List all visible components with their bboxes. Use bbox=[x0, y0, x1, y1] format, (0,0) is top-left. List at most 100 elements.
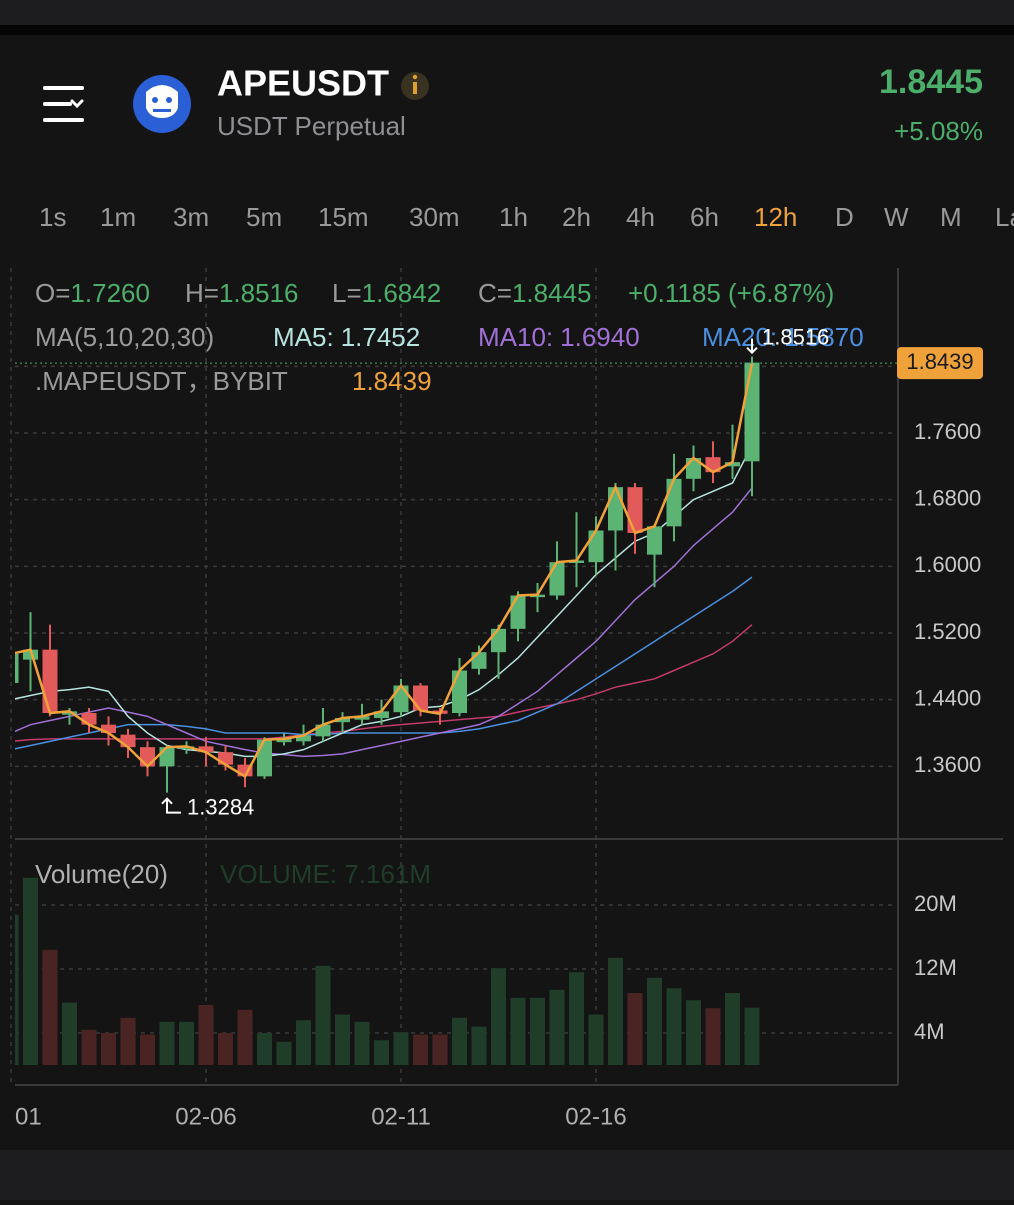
ma-name: MA20: bbox=[702, 322, 777, 352]
symbol: APEUSDT bbox=[217, 63, 389, 104]
volume-title: Volume(20) bbox=[35, 859, 168, 889]
candle-body bbox=[725, 462, 740, 467]
volume-bar bbox=[296, 1020, 311, 1065]
candle-body bbox=[608, 487, 623, 531]
ma-value: 1.5870 bbox=[784, 322, 864, 352]
volume-bar bbox=[686, 1000, 701, 1065]
ohlc-item: O=1.7260 bbox=[35, 278, 150, 308]
coin-avatar bbox=[133, 75, 191, 133]
volume-bar bbox=[354, 1021, 370, 1065]
timeframe-tab[interactable]: 12h bbox=[754, 202, 797, 232]
volume-bar bbox=[588, 1014, 604, 1065]
ma-legend: MA5: 1.7452 bbox=[273, 322, 420, 352]
menu-button[interactable] bbox=[43, 86, 84, 122]
candle-body bbox=[549, 562, 565, 596]
x-tick-label: 02-16 bbox=[565, 1103, 626, 1130]
candle-body bbox=[354, 716, 370, 720]
index-name: .MAPEUSDT，BYBIT bbox=[35, 366, 288, 396]
bottom-bar bbox=[0, 1150, 1014, 1200]
plot bbox=[15, 356, 898, 1065]
volume-bar bbox=[276, 1041, 292, 1065]
volume-bar bbox=[23, 877, 38, 1065]
candle-body bbox=[140, 747, 155, 767]
volume-bar bbox=[744, 1007, 760, 1065]
volume-bar bbox=[237, 1009, 253, 1065]
timeframe-tab[interactable]: M bbox=[940, 202, 962, 232]
candle-body bbox=[413, 685, 428, 711]
info-icon[interactable] bbox=[401, 72, 429, 100]
y-tick-label: 1.5200 bbox=[914, 619, 981, 644]
volume-value: VOLUME: 7.161M bbox=[220, 859, 431, 889]
volume-bar bbox=[666, 988, 682, 1065]
candle-body bbox=[42, 649, 58, 713]
ma-legend: MA20: 1.5870 bbox=[702, 322, 864, 352]
timeframe-tab[interactable]: 30m bbox=[409, 202, 460, 232]
high-marker: 1.8516 bbox=[762, 324, 829, 349]
timeframe-tab[interactable]: 4h bbox=[626, 202, 655, 232]
timeframe-tab[interactable]: 3m bbox=[173, 202, 209, 232]
y-tick-label: 1.6800 bbox=[914, 485, 981, 510]
ohlc-value: 1.6842 bbox=[362, 278, 442, 308]
ma-value: 1.6940 bbox=[560, 322, 640, 352]
x-tick-label: 02-11 bbox=[371, 1103, 431, 1130]
x-tick-label: 02-06 bbox=[175, 1103, 236, 1130]
y-tick-label: 1.7600 bbox=[914, 419, 981, 444]
candle-body bbox=[218, 752, 233, 765]
status-bar bbox=[0, 0, 1014, 25]
volume-bar bbox=[705, 1008, 721, 1065]
volume-bar bbox=[491, 968, 506, 1065]
volume-bar bbox=[257, 1033, 272, 1065]
volume-bar bbox=[627, 993, 643, 1065]
timeframe-tab[interactable]: 15m bbox=[318, 202, 369, 232]
timeframe-tab[interactable]: 1h bbox=[499, 202, 528, 232]
volume-bar bbox=[413, 1034, 428, 1065]
x-tick-label: 01 bbox=[15, 1103, 42, 1130]
y-tick-label: 1.6000 bbox=[914, 552, 981, 577]
last-price: 1.8445 bbox=[879, 63, 983, 101]
contract-type: USDT Perpetual bbox=[217, 111, 406, 141]
volume-bar bbox=[315, 965, 331, 1065]
ohlc-value: 1.7260 bbox=[70, 278, 150, 308]
volume-bar bbox=[42, 949, 58, 1065]
volume-tick-label: 20M bbox=[914, 891, 957, 916]
ohlc-value: 1.8516 bbox=[219, 278, 299, 308]
candle-body bbox=[744, 362, 760, 462]
candle-body bbox=[491, 628, 506, 653]
candle-body bbox=[198, 746, 214, 753]
timeframe-bar: 1s 1m 3m 5m 15m 30m 1h 2h 4h 6h 12h DW M La bbox=[39, 202, 1014, 232]
volume-bar bbox=[198, 1005, 214, 1065]
candle-body bbox=[276, 738, 292, 743]
candle-body bbox=[627, 487, 643, 533]
timeframe-tab[interactable]: 1s bbox=[39, 202, 66, 232]
candle-body bbox=[237, 764, 253, 777]
volume-bar bbox=[452, 1017, 467, 1065]
timeframe-tab[interactable]: La bbox=[995, 202, 1014, 232]
timeframe-tab[interactable]: D bbox=[835, 202, 854, 232]
timeframe-tab[interactable]: 2h bbox=[562, 202, 591, 232]
volume-tick-label: 12M bbox=[914, 955, 957, 980]
timeframe-tab[interactable]: W bbox=[884, 202, 909, 232]
change-percent: +5.08% bbox=[894, 116, 983, 146]
candle-body bbox=[101, 724, 116, 733]
timeframe-tab[interactable]: 6h bbox=[690, 202, 719, 232]
ma-line bbox=[15, 487, 753, 758]
volume-bar bbox=[81, 1029, 97, 1065]
candle-body bbox=[296, 735, 311, 742]
timeframe-tab[interactable]: 1m bbox=[100, 202, 136, 232]
volume-bar bbox=[218, 1033, 233, 1065]
volume-bar bbox=[393, 1032, 409, 1065]
candle-body bbox=[510, 595, 526, 629]
volume-bar bbox=[335, 1014, 350, 1065]
volume-bar bbox=[432, 1034, 448, 1065]
candle-body bbox=[647, 526, 662, 555]
ohlc-label: C= bbox=[478, 278, 512, 308]
candle-body bbox=[471, 652, 487, 669]
timeframe-tab[interactable]: 5m bbox=[246, 202, 282, 232]
volume-bar bbox=[179, 1021, 194, 1065]
status-gap bbox=[0, 25, 1014, 35]
candle-body bbox=[393, 685, 409, 713]
index-value: 1.8439 bbox=[352, 366, 432, 396]
volume-bar bbox=[62, 1002, 77, 1065]
